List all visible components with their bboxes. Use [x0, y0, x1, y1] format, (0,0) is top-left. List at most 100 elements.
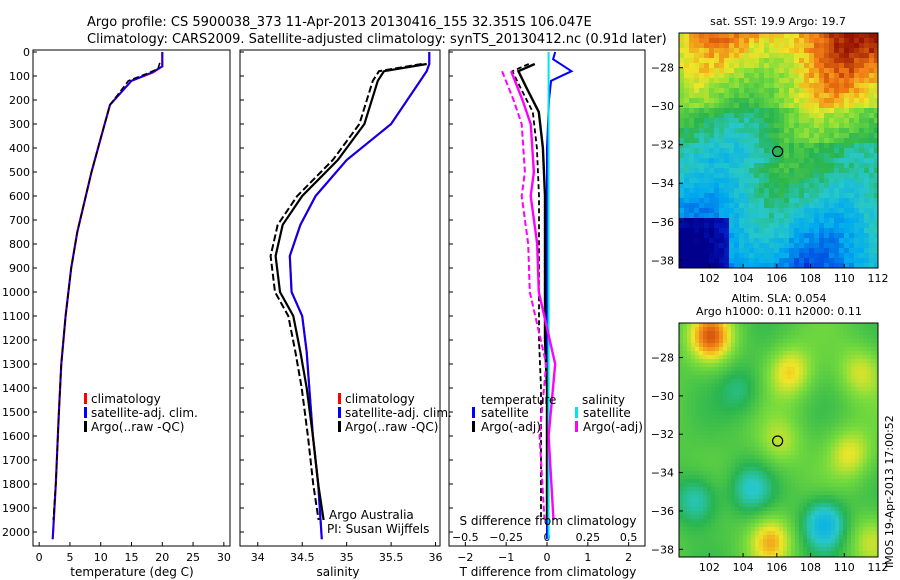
heatmap-cell	[874, 203, 878, 209]
heatmap-cell	[863, 435, 868, 440]
heatmap-cell	[855, 491, 860, 496]
heatmap-cell	[759, 243, 765, 249]
heatmap-cell	[831, 379, 836, 384]
heatmap-cell	[711, 499, 716, 504]
heatmap-cell	[789, 143, 795, 149]
heatmap-cell	[734, 193, 740, 199]
heatmap-cell	[839, 243, 845, 249]
heatmap-cell	[839, 258, 845, 264]
heatmap-cell	[691, 527, 696, 532]
heatmap-cell	[749, 63, 755, 69]
heatmap-cell	[735, 455, 740, 460]
heatmap-cell	[739, 411, 744, 416]
heatmap-cell	[851, 491, 856, 496]
heatmap-cell	[735, 383, 740, 388]
heatmap-cell	[751, 419, 756, 424]
heatmap-cell	[855, 515, 860, 520]
heatmap-cell	[763, 519, 768, 524]
heatmap-cell	[827, 383, 832, 388]
heatmap-cell	[694, 243, 700, 249]
heatmap-cell	[807, 543, 812, 548]
heatmap-cell	[847, 527, 852, 532]
heatmap-cell	[864, 48, 870, 54]
heatmap-cell	[695, 419, 700, 424]
heatmap-cell	[839, 403, 844, 408]
heatmap-cell	[774, 183, 780, 189]
heatmap-cell	[851, 375, 856, 380]
heatmap-cell	[691, 471, 696, 476]
heatmap-cell	[751, 543, 756, 548]
heatmap-cell	[824, 183, 830, 189]
heatmap-cell	[774, 138, 780, 144]
heatmap-cell	[704, 248, 710, 254]
heatmap-cell	[794, 148, 800, 154]
heatmap-cell	[804, 128, 810, 134]
heatmap-cell	[804, 218, 810, 224]
heatmap-cell	[751, 343, 756, 348]
heatmap-cell	[787, 499, 792, 504]
heatmap-cell	[683, 395, 688, 400]
heatmap-cell	[699, 539, 704, 544]
heatmap-cell	[867, 531, 872, 536]
heatmap-cell	[699, 371, 704, 376]
y-tick-label: 2000	[2, 526, 30, 539]
heatmap-cell	[839, 108, 845, 114]
heatmap-cell	[819, 547, 824, 552]
heatmap-cell	[834, 223, 840, 229]
heatmap-cell	[695, 455, 700, 460]
heatmap-cell	[829, 68, 835, 74]
heatmap-cell	[709, 98, 715, 104]
heatmap-cell	[799, 98, 805, 104]
heatmap-cell	[859, 539, 864, 544]
heatmap-cell	[714, 178, 720, 184]
heatmap-cell	[849, 73, 855, 79]
heatmap-cell	[763, 327, 768, 332]
heatmap-cell	[679, 363, 684, 368]
heatmap-cell	[743, 367, 748, 372]
heatmap-cell	[859, 411, 864, 416]
heatmap-cell	[851, 515, 856, 520]
heatmap-cell	[791, 343, 796, 348]
heatmap-cell	[871, 327, 876, 332]
heatmap-cell	[679, 455, 684, 460]
heatmap-cell	[763, 535, 768, 540]
heatmap-cell	[687, 367, 692, 372]
heatmap-cell	[869, 208, 875, 214]
heatmap-cell	[859, 467, 864, 472]
heatmap-cell	[704, 243, 710, 249]
heatmap-cell	[803, 339, 808, 344]
heatmap-cell	[875, 507, 878, 512]
heatmap-cell	[859, 213, 865, 219]
heatmap-cell	[694, 33, 700, 39]
x-tick-label: 112	[868, 272, 889, 285]
heatmap-cell	[855, 551, 860, 556]
heatmap-cell	[843, 507, 848, 512]
heatmap-cell	[843, 451, 848, 456]
heatmap-cell	[854, 148, 860, 154]
heatmap-cell	[815, 471, 820, 476]
heatmap-cell	[749, 158, 755, 164]
heatmap-cell	[711, 527, 716, 532]
heatmap-cell	[759, 351, 764, 356]
heatmap-cell	[735, 375, 740, 380]
heatmap-cell	[679, 243, 685, 249]
heatmap-cell	[719, 355, 724, 360]
heatmap-cell	[795, 391, 800, 396]
heatmap-cell	[739, 138, 745, 144]
heatmap-cell	[754, 178, 760, 184]
x-tick-label: 25	[186, 551, 200, 564]
heatmap-cell	[844, 43, 850, 49]
heatmap-cell	[875, 331, 878, 336]
heatmap-cell	[869, 103, 875, 109]
heatmap-cell	[707, 507, 712, 512]
heatmap-cell	[799, 339, 804, 344]
heatmap-cell	[809, 33, 815, 39]
heatmap-cell	[691, 387, 696, 392]
heatmap-cell	[859, 153, 865, 159]
heatmap-cell	[747, 547, 752, 552]
heatmap-cell	[775, 507, 780, 512]
heatmap-cell	[851, 323, 856, 328]
heatmap-cell	[744, 58, 750, 64]
heatmap-cell	[714, 48, 720, 54]
heatmap-cell	[769, 228, 775, 234]
